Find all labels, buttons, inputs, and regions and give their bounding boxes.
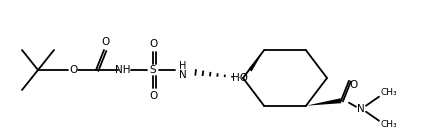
Text: O: O [102,37,110,47]
Text: N: N [179,70,187,80]
Text: H: H [179,61,187,71]
Text: O: O [69,65,77,75]
Text: S: S [150,65,156,75]
Text: NH: NH [115,65,131,75]
Text: CH₃: CH₃ [381,88,397,97]
Text: N: N [357,104,365,114]
Text: O: O [150,91,158,101]
Polygon shape [248,50,264,71]
Text: CH₃: CH₃ [381,120,397,129]
Text: O: O [349,80,357,90]
Text: O: O [150,39,158,49]
Text: HO: HO [232,73,248,83]
Polygon shape [306,98,341,106]
